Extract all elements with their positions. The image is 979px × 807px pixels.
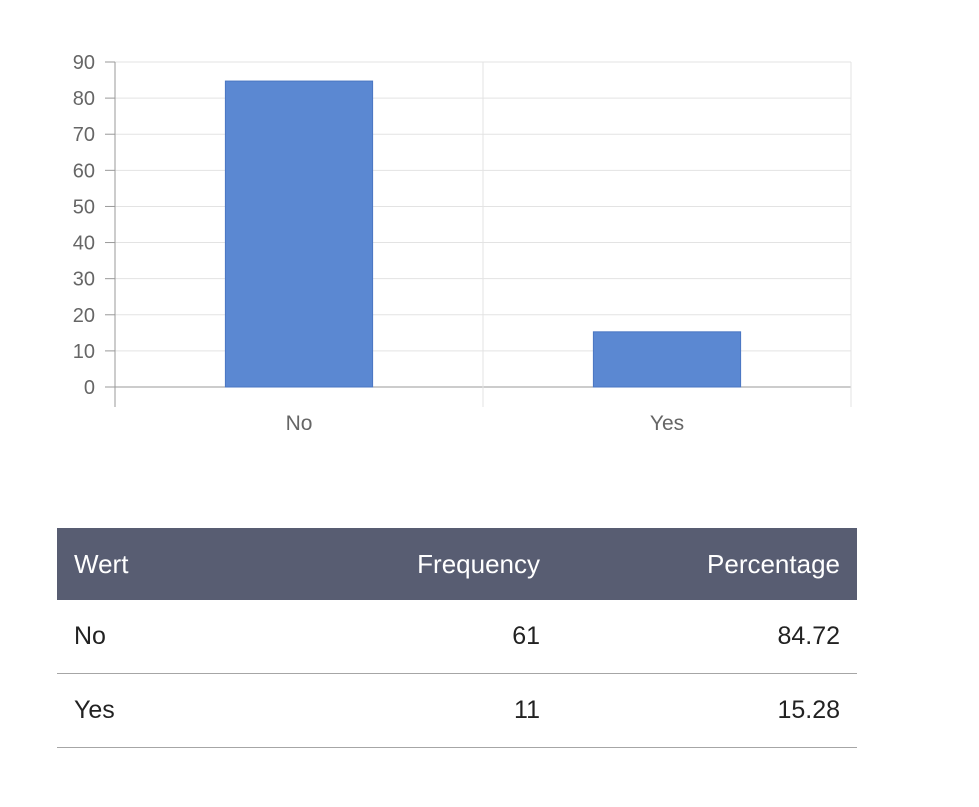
bar-no [224,80,374,388]
frequency-table: Wert Frequency Percentage No 61 84.72 Ye… [57,528,857,748]
chart-axes: 0 10 20 30 40 50 60 70 80 90 No Yes [73,52,684,435]
x-tick-label: No [286,412,313,435]
row-frequency: 61 [317,600,557,674]
row-percentage: 84.72 [557,600,857,674]
chart-bars [224,80,742,388]
table-header-row: Wert Frequency Percentage [57,528,857,600]
table-row: No 61 84.72 [57,600,857,674]
header-percentage: Percentage [557,528,857,600]
y-tick-label: 40 [73,233,95,255]
header-frequency: Frequency [317,528,557,600]
bar-yes [592,331,742,388]
y-tick-label: 10 [73,341,95,363]
y-tick-label: 50 [73,196,95,218]
y-tick-label: 60 [73,160,95,182]
header-wert: Wert [57,528,317,600]
x-tick-label: Yes [650,412,684,435]
row-frequency: 11 [317,673,557,748]
y-tick-label: 80 [73,88,95,110]
y-tick-label: 70 [73,124,95,146]
row-percentage: 15.28 [557,673,857,748]
table-row: Yes 11 15.28 [57,673,857,748]
y-tick-label: 30 [73,269,95,291]
row-value: Yes [57,673,317,748]
y-tick-label: 0 [84,377,95,399]
y-tick-label: 20 [73,305,95,327]
y-tick-label: 90 [73,52,95,74]
bar-chart: 0 10 20 30 40 50 60 70 80 90 No Yes [73,52,852,435]
row-value: No [57,600,317,674]
